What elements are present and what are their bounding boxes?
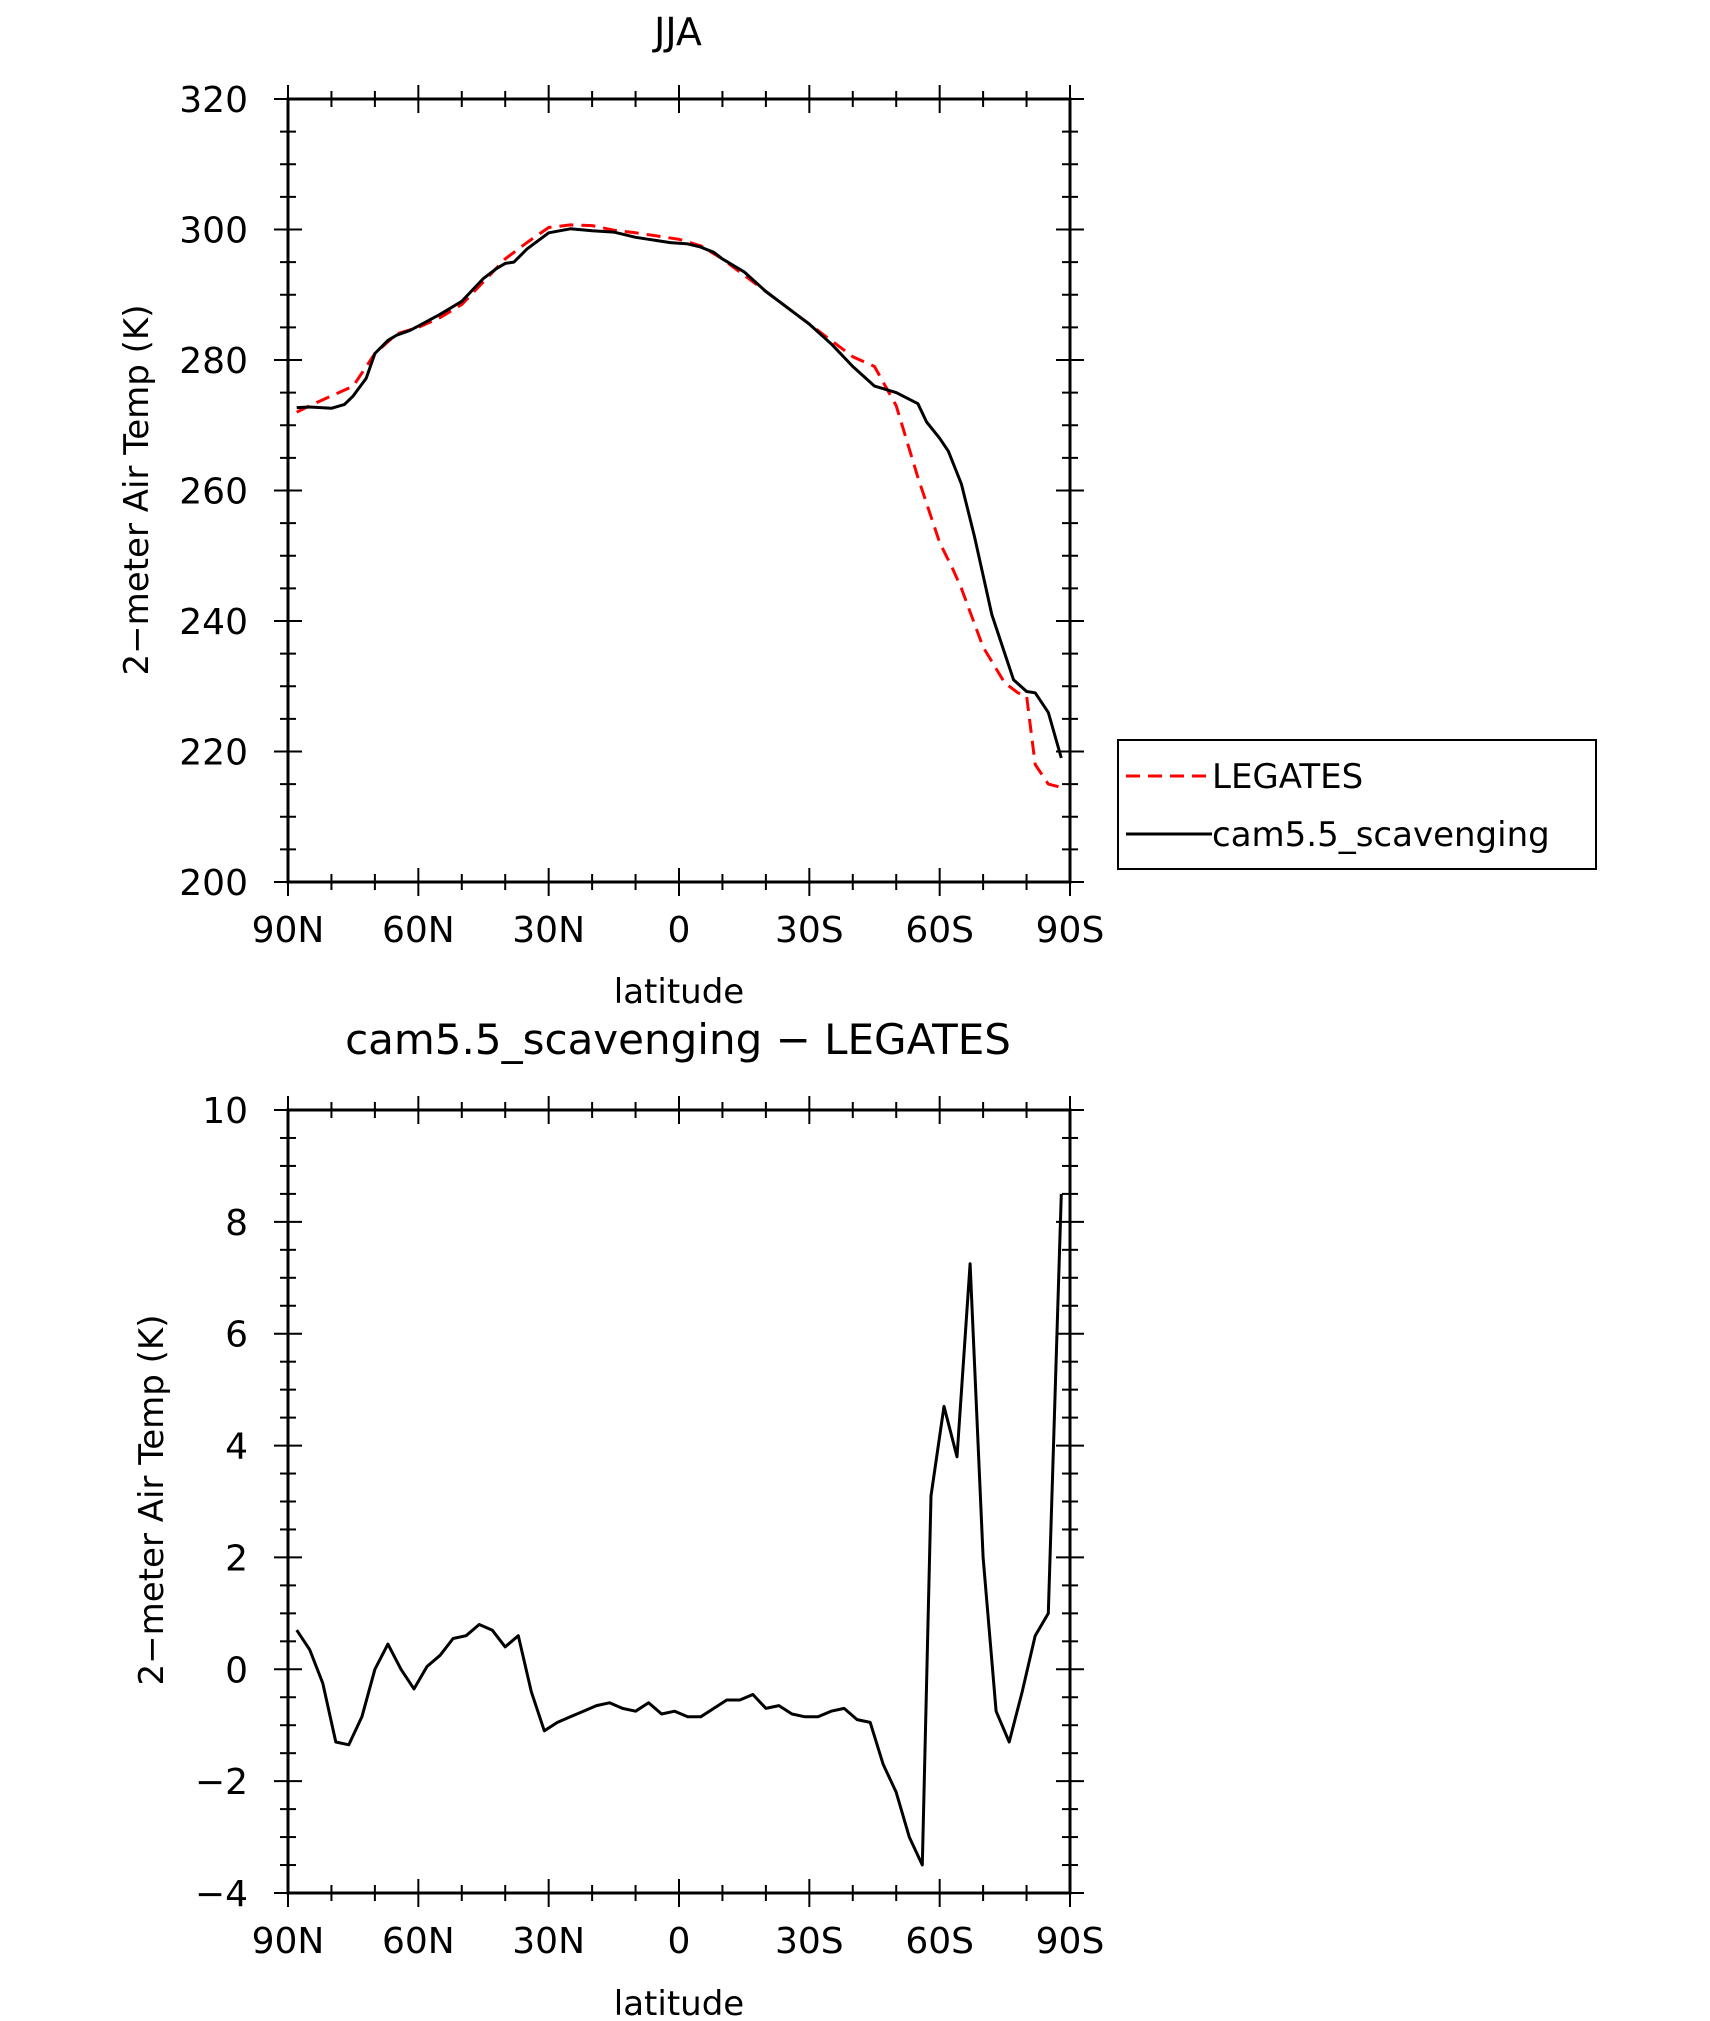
top-y-tick-label: 240: [179, 602, 248, 643]
top-x-tick-label: 30S: [775, 910, 844, 951]
top-y-tick-label: 320: [179, 80, 248, 121]
top-y-tick-label: 200: [179, 863, 248, 904]
bottom-x-tick-label: 30S: [775, 1921, 844, 1962]
top-x-tick-label: 30N: [512, 910, 585, 951]
bottom-series-line-difference: [295, 1193, 1063, 1867]
bottom-y-tick-label: 0: [225, 1650, 248, 1691]
bottom-x-tick-label: 30N: [512, 1921, 585, 1962]
bottom-x-tick-label: 60S: [905, 1921, 974, 1962]
top-x-axis-label: latitude: [614, 972, 744, 1012]
bottom-x-axis-label: latitude: [614, 1984, 744, 2021]
bottom-y-tick-label: 2: [225, 1538, 248, 1579]
bottom-y-tick-label: 4: [225, 1427, 248, 1468]
legend: LEGATES cam5.5_scavenging: [1117, 739, 1597, 870]
top-x-tick-label: 60S: [905, 910, 974, 951]
top-y-tick-label: 280: [179, 341, 248, 382]
bottom-ticks: 90N 60N 30N 0 30S 60S 90S −4 −2 0 2 4 6 8 10: [195, 1091, 1104, 1962]
bottom-panel: cam5.5_scavenging − LEGATES 90N 60N 30N 0 30…: [132, 1015, 1104, 2021]
legend-box: [1117, 739, 1597, 870]
bottom-x-tick-label: 0: [668, 1921, 691, 1962]
bottom-plot-frame: [286, 1108, 1072, 1895]
top-x-tick-label: 0: [668, 910, 691, 951]
top-y-tick-label: 300: [179, 211, 248, 252]
bottom-y-axis-label: 2−meter Air Temp (K): [132, 1315, 172, 1686]
top-x-tick-label: 60N: [382, 910, 455, 951]
top-series: [296, 223, 1063, 789]
top-plot-frame: [286, 97, 1072, 884]
top-x-tick-label: 90N: [252, 910, 325, 951]
top-y-tick-label: 260: [179, 472, 248, 513]
bottom-y-tick-label: −4: [195, 1874, 248, 1915]
top-x-tick-label: 90S: [1036, 910, 1105, 951]
bottom-x-tick-label: 90N: [252, 1921, 325, 1962]
top-panel: JJA 90N 60N 30N 0 30S 60S 90S 200 220 240 260 280 30…: [117, 10, 1104, 1012]
legend-label-cam: cam5.5_scavenging: [1212, 815, 1550, 855]
bottom-x-tick-label: 90S: [1036, 1921, 1105, 1962]
top-series-line-legates: [296, 223, 1062, 789]
bottom-chart-title: cam5.5_scavenging − LEGATES: [345, 1015, 1011, 1064]
legend-label-legates: LEGATES: [1212, 757, 1363, 797]
bottom-series: [295, 1193, 1063, 1867]
top-y-axis-label: 2−meter Air Temp (K): [117, 305, 157, 676]
top-ticks: 90N 60N 30N 0 30S 60S 90S 200 220 240 260 280 300 320: [179, 80, 1104, 951]
bottom-y-tick-label: 8: [225, 1203, 248, 1244]
bottom-x-tick-label: 60N: [382, 1921, 455, 1962]
bottom-y-tick-label: 10: [202, 1091, 248, 1132]
top-y-tick-label: 220: [179, 733, 248, 774]
bottom-y-tick-label: −2: [195, 1762, 248, 1803]
top-chart-title: JJA: [652, 10, 702, 54]
top-series-line-cam5-5-scavenging: [296, 227, 1063, 759]
bottom-y-tick-label: 6: [225, 1315, 248, 1356]
